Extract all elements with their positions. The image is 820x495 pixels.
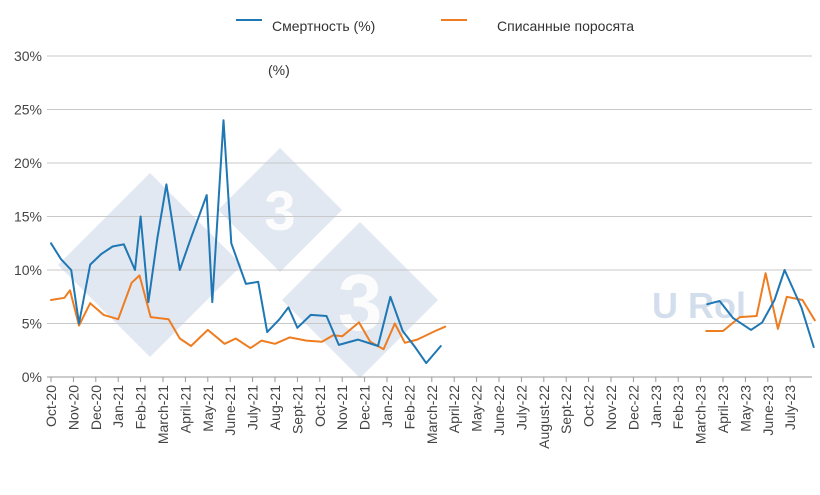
series [50,119,816,365]
y-tick-label: 20% [14,155,42,171]
x-tick-label: Dec-20 [88,385,104,430]
x-tick-label: Feb-22 [401,385,417,430]
legend-label-culled-piglets: Списанные поросята [497,18,635,34]
watermark-digit: 3 [264,179,295,242]
y-tick-label: 25% [14,102,42,118]
x-tick-label: Dec-22 [625,385,641,430]
x-tick-label: July-21 [245,385,261,430]
x-tick-label: Aug-21 [267,385,283,430]
series-line-mortality [50,119,442,365]
x-tick-label: August-22 [536,385,552,449]
x-tick-label: Dec-21 [357,385,373,430]
x-tick-label: July-22 [513,385,529,430]
chart-unit-label: (%) [268,62,290,78]
watermark-text: U Rol [652,285,746,326]
x-tick-label: March-22 [424,385,440,444]
watermark: 33 U Rol [58,148,746,378]
y-tick-label: 10% [14,262,42,278]
x-tick-label: May-22 [469,385,485,432]
x-tick-label: Jan-22 [379,385,395,428]
legend-swatch-culled-piglets [441,19,467,22]
x-tick-label: Oct-21 [312,385,328,427]
x-tick-label: Nov-20 [65,385,81,430]
x-tick-label: May-23 [737,385,753,432]
x-tick-label: May-21 [200,385,216,432]
y-axis: 0% 5% 10% 15% 20% 25% 30% [14,48,42,385]
x-tick-label: Sept-22 [558,385,574,434]
watermark-diamond [218,148,342,272]
series-line-mortality [706,269,815,348]
x-tick-label: March-23 [693,385,709,444]
x-tick-label: April-23 [715,385,731,433]
x-tick-label: June-23 [760,385,776,436]
y-tick-label: 0% [22,369,42,385]
x-tick-label: March-21 [155,385,171,444]
x-axis: Oct-20 Nov-20 Dec-20 Jan-21 Feb-21 March-21 Ap… [43,377,798,449]
legend-item-culled-piglets: Списанные поросята [441,18,634,34]
x-tick-label: Oct-22 [581,385,597,427]
y-tick-label: 5% [22,316,42,332]
x-tick-label: Oct-20 [43,385,59,427]
legend-label-mortality: Смертность (%) [272,18,376,34]
grid [47,55,812,378]
y-tick-label: 15% [14,209,42,225]
x-tick-label: Jan-21 [110,385,126,428]
watermark-digit: 3 [338,258,383,347]
watermark-diamond [58,173,242,357]
x-tick-label: June-21 [222,385,238,436]
x-tick-label: Nov-21 [334,385,350,430]
x-tick-label: April-22 [446,385,462,433]
x-tick-label: July-23 [782,385,798,430]
watermark-diamond [282,222,438,378]
legend-item-mortality: Смертность (%) [236,18,375,34]
x-tick-label: June-22 [491,385,507,436]
x-tick-label: Feb-21 [133,385,149,430]
legend-swatch-mortality [236,19,262,22]
y-tick-label: 30% [14,48,42,64]
x-tick-label: Feb-23 [670,385,686,430]
x-tick-label: April-21 [177,385,193,433]
series-line-culled-piglets [50,274,447,351]
x-tick-label: Sept-21 [289,385,305,434]
x-tick-label: Jan-23 [648,385,664,428]
x-tick-label: Nov-22 [603,385,619,430]
